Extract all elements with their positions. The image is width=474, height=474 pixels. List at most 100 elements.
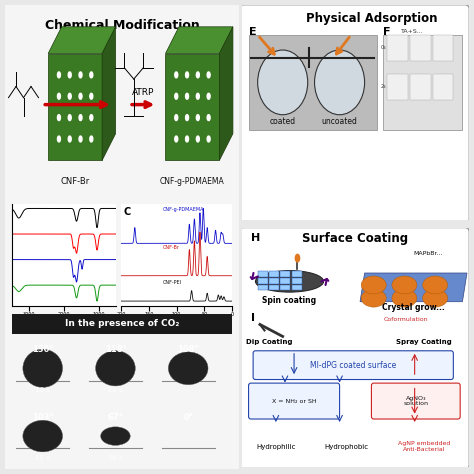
Text: Chemical Modification: Chemical Modification xyxy=(45,19,200,32)
Ellipse shape xyxy=(23,349,63,387)
FancyBboxPatch shape xyxy=(253,351,453,380)
Text: C: C xyxy=(123,207,130,217)
Text: 103°: 103° xyxy=(32,413,54,422)
Bar xyxy=(269,285,279,291)
Polygon shape xyxy=(360,273,467,302)
Circle shape xyxy=(175,93,178,99)
Circle shape xyxy=(207,115,210,120)
Circle shape xyxy=(207,136,210,142)
Circle shape xyxy=(68,72,71,78)
Circle shape xyxy=(79,93,82,99)
Text: 0s: 0s xyxy=(381,46,386,50)
Circle shape xyxy=(185,115,189,120)
Ellipse shape xyxy=(423,276,447,294)
Text: AgNP embedded
Anti-Bacterial: AgNP embedded Anti-Bacterial xyxy=(398,441,450,452)
FancyBboxPatch shape xyxy=(239,228,469,469)
Bar xyxy=(433,74,453,100)
Bar xyxy=(258,285,268,291)
X-axis label: δ (ppm): δ (ppm) xyxy=(167,319,186,323)
Text: CNF-Br: CNF-Br xyxy=(61,177,90,186)
Text: E: E xyxy=(248,27,256,36)
Text: CNF-Br: CNF-Br xyxy=(163,245,180,250)
Bar xyxy=(410,35,430,61)
Text: ATRP: ATRP xyxy=(132,88,155,97)
Circle shape xyxy=(68,136,71,142)
Ellipse shape xyxy=(295,254,301,263)
Text: 130°: 130° xyxy=(32,346,54,354)
FancyBboxPatch shape xyxy=(372,383,460,419)
Circle shape xyxy=(79,115,82,120)
Text: CNF-g-PDMAEMA: CNF-g-PDMAEMA xyxy=(160,177,225,186)
Bar xyxy=(292,278,302,284)
Polygon shape xyxy=(165,54,219,160)
Text: 2s: 2s xyxy=(381,84,386,89)
Circle shape xyxy=(90,115,93,120)
Circle shape xyxy=(57,72,60,78)
Circle shape xyxy=(90,72,93,78)
Bar xyxy=(281,271,291,277)
Bar xyxy=(433,35,453,61)
Bar xyxy=(387,35,408,61)
Text: I: I xyxy=(251,313,255,323)
Text: 40 s: 40 s xyxy=(36,455,50,461)
FancyBboxPatch shape xyxy=(239,5,469,223)
Text: MAPbBr...: MAPbBr... xyxy=(413,251,443,256)
Bar xyxy=(383,35,463,130)
Bar xyxy=(248,35,377,130)
Text: H: H xyxy=(251,233,260,243)
Ellipse shape xyxy=(392,289,417,307)
Bar xyxy=(281,285,291,291)
FancyBboxPatch shape xyxy=(248,383,339,419)
Polygon shape xyxy=(219,27,233,160)
Bar xyxy=(387,74,408,100)
Polygon shape xyxy=(102,27,116,160)
Bar xyxy=(258,271,268,277)
Text: 10 s: 10 s xyxy=(35,387,50,393)
Text: Crystal grow...: Crystal grow... xyxy=(382,303,445,312)
Bar xyxy=(292,285,302,291)
Text: In the presence of CO₂: In the presence of CO₂ xyxy=(65,319,179,328)
Text: Physical Adsorption: Physical Adsorption xyxy=(306,12,437,25)
Polygon shape xyxy=(165,27,233,54)
Ellipse shape xyxy=(361,276,386,294)
Text: coated: coated xyxy=(270,117,296,126)
Circle shape xyxy=(90,93,93,99)
Circle shape xyxy=(185,136,189,142)
Circle shape xyxy=(207,93,210,99)
Circle shape xyxy=(90,136,93,142)
Text: 67°: 67° xyxy=(108,413,123,422)
X-axis label: Wavenumber (cm⁻¹): Wavenumber (cm⁻¹) xyxy=(39,319,89,323)
Polygon shape xyxy=(48,54,102,160)
Text: Spray Coating: Spray Coating xyxy=(396,339,452,346)
Bar xyxy=(258,278,268,284)
Circle shape xyxy=(175,115,178,120)
Bar xyxy=(292,271,302,277)
Circle shape xyxy=(79,136,82,142)
Text: 50 s: 50 s xyxy=(108,455,123,461)
Text: CNF-PEI: CNF-PEI xyxy=(163,280,182,285)
Text: Hydrophilic: Hydrophilic xyxy=(256,444,296,449)
Circle shape xyxy=(196,93,200,99)
Circle shape xyxy=(196,72,200,78)
Ellipse shape xyxy=(392,276,417,294)
Circle shape xyxy=(175,72,178,78)
Circle shape xyxy=(68,93,71,99)
Text: AgNO₃
solution: AgNO₃ solution xyxy=(403,396,428,407)
Text: Coformulation: Coformulation xyxy=(383,317,428,322)
Text: 20 s: 20 s xyxy=(108,387,123,393)
Circle shape xyxy=(207,72,210,78)
Text: CNF-g-PDMAEMA: CNF-g-PDMAEMA xyxy=(163,207,205,212)
Ellipse shape xyxy=(258,50,308,115)
Text: uncoated: uncoated xyxy=(322,117,357,126)
Ellipse shape xyxy=(361,289,386,307)
Text: Dip Coating: Dip Coating xyxy=(246,339,292,346)
Text: Hydrophobic: Hydrophobic xyxy=(324,444,368,449)
Text: 0°: 0° xyxy=(183,413,193,422)
Bar xyxy=(281,278,291,284)
Circle shape xyxy=(175,136,178,142)
Ellipse shape xyxy=(100,427,130,445)
Circle shape xyxy=(79,72,82,78)
Ellipse shape xyxy=(255,271,324,292)
Text: MI-dPG coated surface: MI-dPG coated surface xyxy=(310,361,396,370)
Text: 118°: 118° xyxy=(105,346,126,354)
